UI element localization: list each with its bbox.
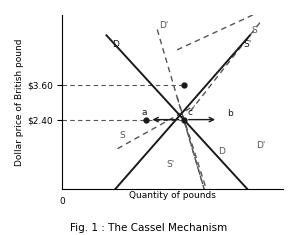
Text: a: a: [141, 108, 147, 117]
Text: D': D': [159, 21, 169, 30]
Text: S: S: [252, 27, 257, 35]
Text: S': S': [243, 39, 252, 49]
Y-axis label: Dollar price of British pound: Dollar price of British pound: [15, 39, 24, 166]
Text: 0: 0: [60, 197, 65, 206]
Text: Fig. 1 : The Cassel Mechanism: Fig. 1 : The Cassel Mechanism: [70, 223, 228, 233]
Text: b: b: [227, 109, 233, 118]
Text: D: D: [112, 39, 119, 49]
Text: D: D: [218, 147, 225, 156]
Text: D': D': [256, 141, 266, 150]
Text: c: c: [188, 108, 193, 117]
Text: S': S': [166, 160, 175, 169]
Text: S: S: [119, 131, 125, 140]
X-axis label: Quantity of pounds: Quantity of pounds: [129, 191, 216, 200]
